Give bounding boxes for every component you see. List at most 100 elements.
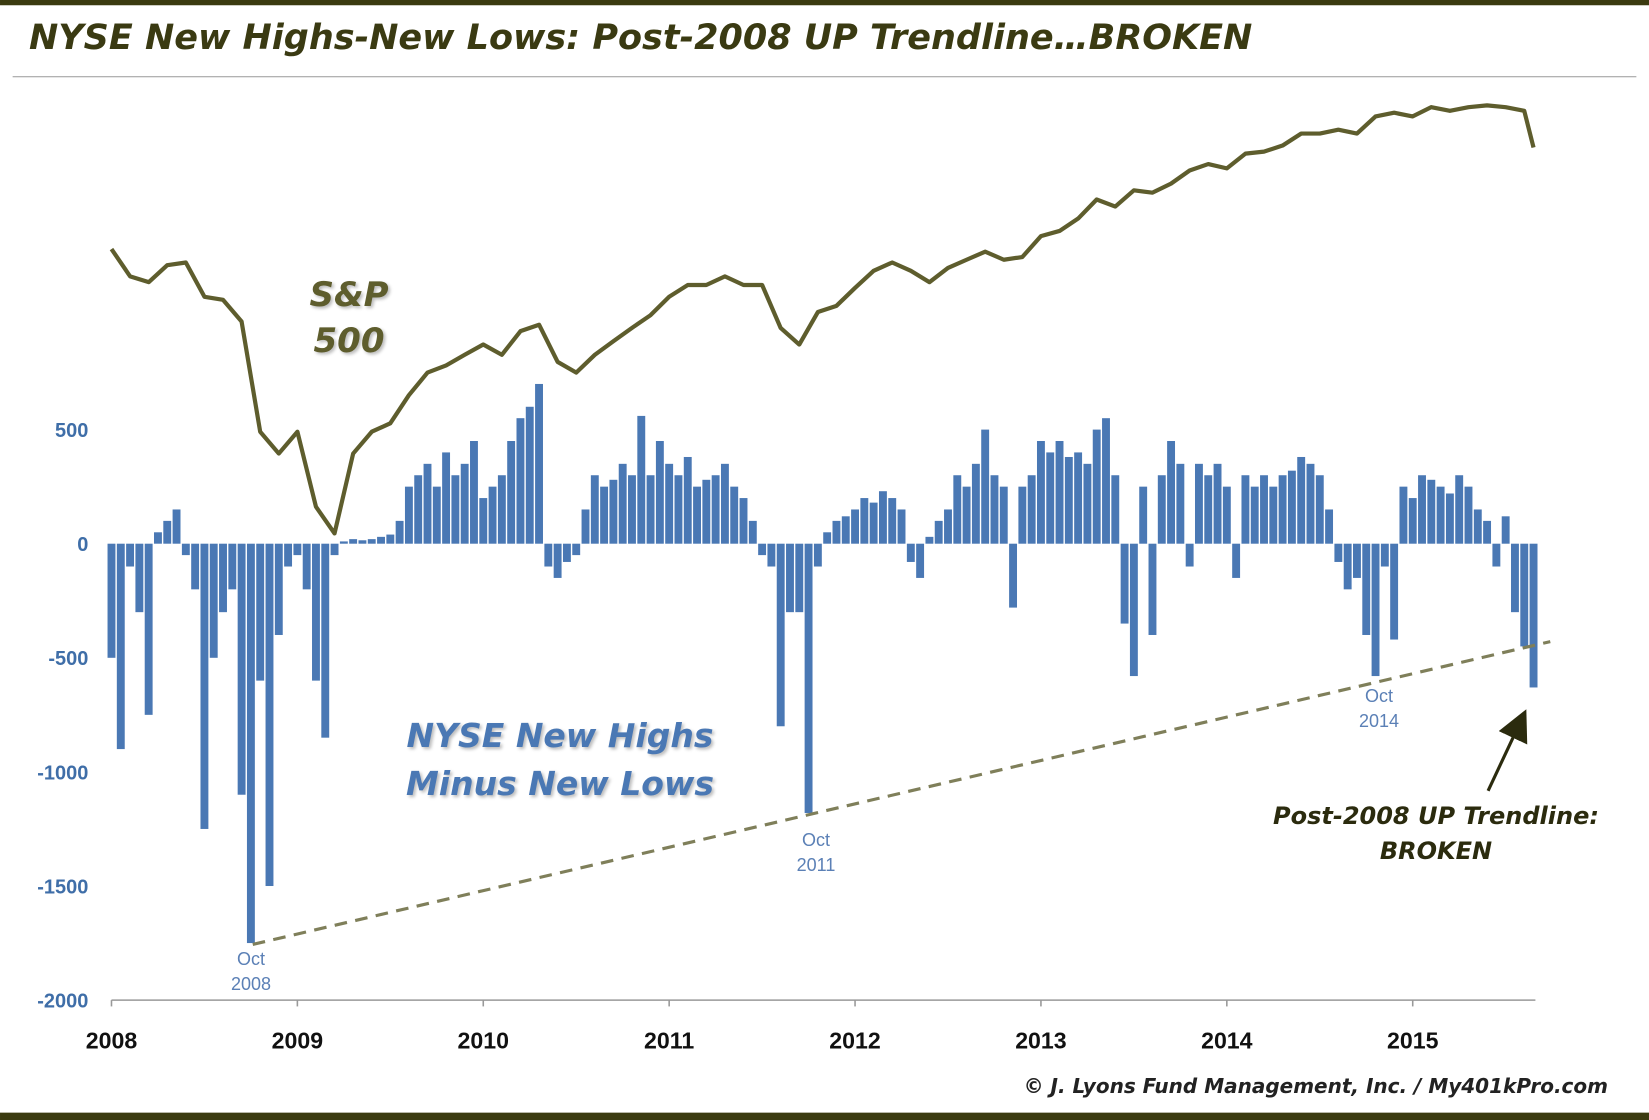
bar — [1074, 452, 1083, 544]
bar — [795, 543, 804, 613]
bar — [906, 543, 915, 562]
bar — [507, 441, 516, 544]
bar — [1362, 543, 1371, 635]
bar — [1055, 441, 1064, 544]
bar — [1167, 441, 1176, 544]
bar — [470, 441, 478, 544]
bar — [748, 520, 757, 544]
bar — [1445, 493, 1454, 544]
bar — [702, 479, 711, 544]
bar — [962, 486, 971, 544]
bar — [878, 491, 887, 544]
y-tick-label: -1500 — [37, 876, 88, 898]
bar — [1269, 486, 1278, 544]
bar — [1111, 475, 1120, 544]
bar — [302, 543, 311, 590]
x-tick-label: 2013 — [1015, 1027, 1067, 1053]
bar — [739, 498, 748, 544]
bar — [1418, 475, 1426, 544]
bar — [916, 543, 925, 578]
bar — [1036, 441, 1045, 544]
bar — [628, 475, 636, 544]
bar — [265, 543, 274, 887]
bar — [330, 543, 339, 556]
series-label: NYSE New Highs Minus New Lows — [405, 716, 715, 803]
bar — [544, 543, 553, 567]
bar — [767, 543, 776, 567]
bar — [321, 543, 330, 738]
bar — [841, 516, 850, 544]
bar — [535, 383, 543, 544]
bar — [1129, 543, 1138, 677]
bar — [1511, 543, 1519, 613]
bar — [1520, 543, 1529, 647]
bar — [1278, 475, 1287, 544]
bar — [1492, 543, 1501, 567]
bar — [1250, 486, 1259, 544]
bar — [1473, 509, 1482, 544]
credit: © J. Lyons Fund Management, Inc. / My401… — [1023, 1074, 1608, 1098]
bar — [191, 543, 200, 590]
bar — [339, 541, 348, 544]
bar — [172, 509, 181, 544]
bar — [925, 536, 934, 544]
bar — [1343, 543, 1352, 590]
bar — [395, 520, 404, 544]
bar — [1436, 486, 1445, 544]
bar — [451, 475, 460, 544]
bar — [711, 475, 720, 544]
bar — [274, 543, 283, 635]
bar — [386, 534, 395, 544]
bar — [1353, 543, 1361, 578]
bar — [246, 543, 255, 944]
bar — [349, 539, 358, 544]
bar — [228, 543, 237, 590]
bar — [730, 486, 739, 544]
bar — [404, 486, 413, 544]
bar — [256, 543, 265, 681]
bar — [284, 543, 293, 567]
bar — [181, 543, 190, 556]
bar — [720, 463, 729, 544]
bar — [665, 463, 674, 544]
bar — [1260, 475, 1268, 544]
bar — [1046, 452, 1055, 544]
bar — [163, 520, 172, 544]
bar — [1027, 475, 1036, 544]
bar — [1483, 520, 1492, 544]
bar — [813, 543, 822, 567]
bar — [1232, 543, 1241, 578]
bar — [999, 486, 1008, 544]
bar — [888, 498, 897, 544]
x-tick-label: 2015 — [1387, 1027, 1439, 1053]
bar — [851, 509, 859, 544]
bottom-border — [0, 1112, 1649, 1120]
annotation: Post-2008 UP Trendline: BROKEN — [1273, 802, 1599, 865]
bar — [869, 502, 878, 544]
bar — [1064, 456, 1073, 544]
bar — [786, 543, 794, 613]
bar — [1427, 479, 1436, 544]
bar — [1018, 486, 1027, 544]
bar — [293, 543, 302, 556]
bar — [126, 543, 135, 567]
x-tick-label: 2009 — [272, 1027, 323, 1053]
bar — [1325, 509, 1334, 544]
bar — [897, 509, 906, 544]
y-tick-label: 500 — [55, 420, 88, 442]
annotation: Oct 2011 — [796, 830, 836, 875]
bar — [144, 543, 153, 715]
bar — [414, 475, 423, 544]
top-border — [0, 0, 1649, 6]
bar — [1204, 475, 1213, 544]
bar — [377, 536, 385, 544]
bar — [1464, 486, 1473, 544]
arrow — [1486, 709, 1528, 792]
bar — [953, 475, 962, 544]
bar — [1213, 463, 1222, 544]
bar — [1176, 463, 1185, 544]
bar — [135, 543, 144, 613]
y-tick-label: -500 — [48, 648, 88, 670]
bar — [525, 406, 534, 544]
